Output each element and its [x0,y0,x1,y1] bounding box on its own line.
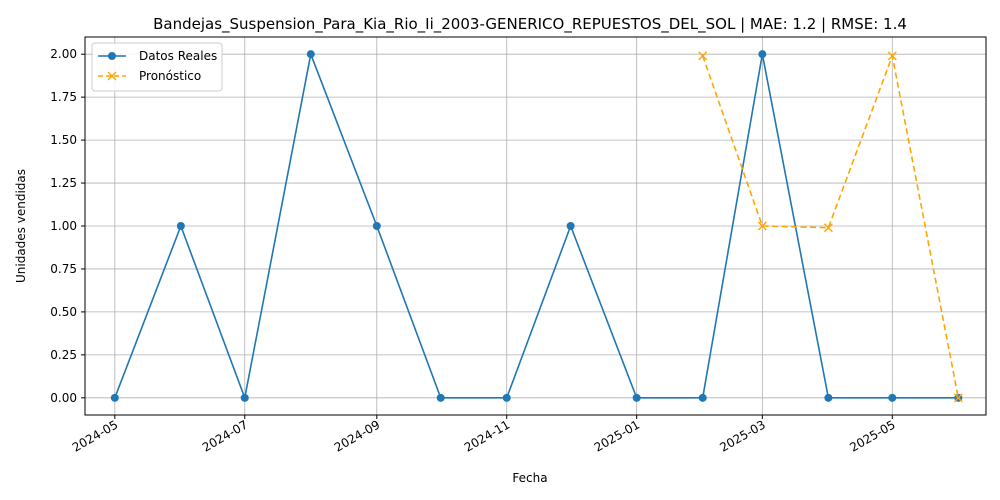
x-tick-label: 2025-03 [717,417,767,454]
legend-label-datos-reales: Datos Reales [139,49,217,63]
x-tick-label: 2024-05 [70,417,120,454]
data-point [502,393,511,402]
data-point [698,51,708,61]
data-point [436,393,445,402]
x-tick-label: 2024-07 [200,417,250,454]
x-tick-label: 2024-09 [332,417,382,454]
data-point [887,51,897,61]
y-tick-label: 1.00 [50,219,77,233]
y-tick-label: 0.75 [50,262,77,276]
grid [85,37,986,415]
y-tick-label: 0.00 [50,391,77,405]
data-point [632,393,641,402]
data-point [110,393,119,402]
y-tick-label: 0.50 [50,305,77,319]
data-point [758,50,767,59]
data-point [306,50,315,59]
y-axis-label: Unidades vendidas [14,169,28,283]
legend-label-pronostico: Pronóstico [139,69,201,83]
x-axis-label: Fecha [512,471,547,485]
data-point [698,393,707,402]
x-tick-label: 2024-11 [462,417,512,454]
legend-marker-pronostico [107,71,117,81]
legend-x-marker [107,71,117,81]
data-point [757,221,767,231]
x-tick-label: 2025-05 [847,417,897,454]
series-group [110,50,963,403]
y-tick-label: 1.75 [50,90,77,104]
axis-ticks: 0.00 0.25 0.50 0.75 1.00 1.25 1.50 1.75 2.00 2024… [50,47,897,454]
y-tick-label: 0.25 [50,348,77,362]
data-point [888,393,897,402]
x-stroke [107,71,117,81]
y-tick-label: 1.50 [50,133,77,147]
series-line [701,52,960,398]
legend-box [91,42,223,92]
series-1 [698,51,963,403]
chart-title: Bandejas_Suspension_Para_Kia_Rio_Ii_2003… [153,15,907,34]
data-point [240,393,249,402]
data-point [953,393,963,403]
x-stroke [757,221,767,231]
y-tick-label: 2.00 [50,47,77,61]
data-point [823,223,833,233]
x-stroke [823,223,833,233]
y-tick-label: 1.25 [50,176,77,190]
x-stroke [698,51,708,61]
series-line [114,51,959,401]
data-point [566,222,575,230]
x-stroke [953,393,963,403]
x-tick-label: 2025-01 [592,417,642,454]
legend: Datos Reales Pronóstico [91,42,223,92]
data-point [372,222,381,230]
series-0 [110,50,963,402]
plot-frame [84,36,987,416]
legend-marker-datos-reales [108,52,116,60]
data-point [176,222,185,230]
x-stroke [887,51,897,61]
data-point [824,393,833,402]
